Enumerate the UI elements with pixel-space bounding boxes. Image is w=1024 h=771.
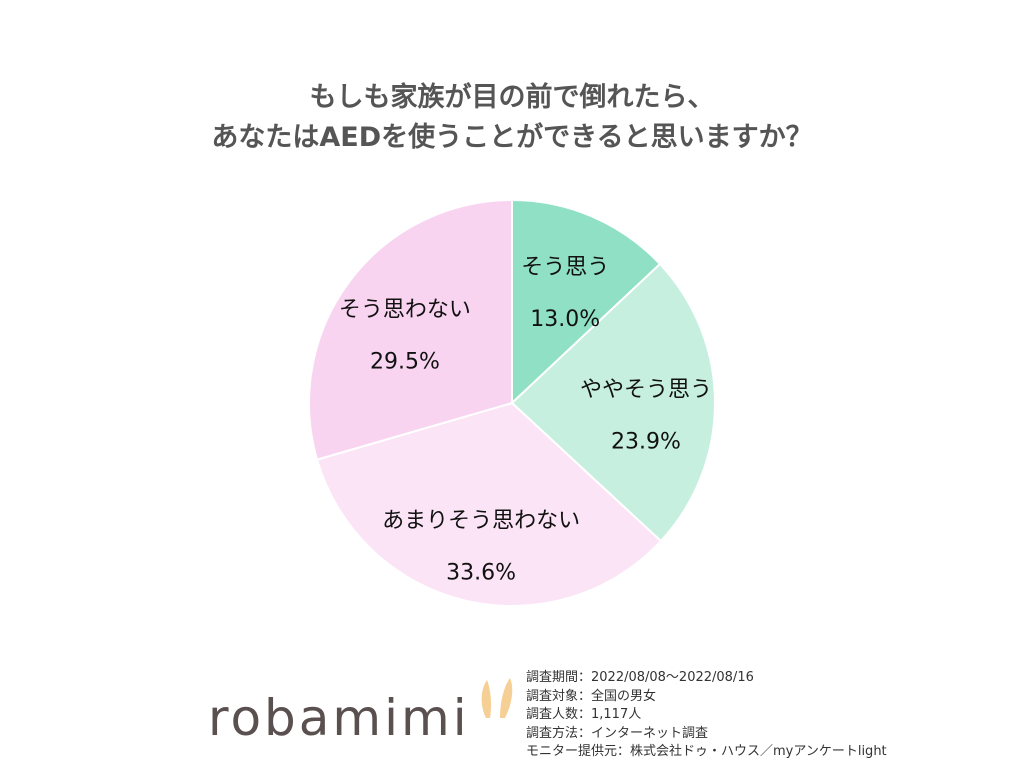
pie-slice-4 — [308, 198, 513, 461]
pie-slice-2 — [510, 262, 716, 543]
pie-slice-1 — [511, 198, 662, 406]
pie-slice-label-2: ややそう思う — [580, 378, 712, 403]
pie-slice-value-4: 29.5% — [370, 350, 440, 375]
pie-slice-label-3: あまりそう思わない — [382, 508, 580, 533]
pie-labels: そう思う 13.0% ややそう思う 23.9% あまりそう思わない 33.6% そう思わない… — [339, 255, 712, 585]
survey-provider: モニター提供元：株式会社ドゥ・ハウス／myアンケートlight — [526, 744, 887, 759]
survey-method: 調査方法：インターネット調査 — [526, 725, 709, 741]
pie-slice-label-1: そう思う — [521, 255, 609, 280]
survey-count: 調査人数：1,117人 — [526, 707, 642, 722]
chart-title-line-1: もしも家族が目の前で倒れたら、 — [309, 82, 715, 113]
pie-slices — [308, 198, 716, 607]
pie-slice-value-2: 23.9% — [611, 430, 681, 455]
chart-title-line-2: あなたはAEDを使うことができると思いますか？ — [211, 122, 813, 153]
survey-period: 調査期間：2022/08/08～2022/08/16 — [526, 670, 754, 685]
survey-info: 調査期間：2022/08/08～2022/08/16 調査対象：全国の男女 調査… — [526, 669, 887, 762]
robamimi-logo: robamimi — [208, 689, 470, 747]
pie-slice-label-4: そう思わない — [339, 298, 471, 323]
chart-title: もしも家族が目の前で倒れたら、 あなたはAEDを使うことができると思いますか？ — [0, 78, 1024, 158]
pie-slice-3 — [315, 401, 663, 607]
pie-slice-value-1: 13.0% — [530, 307, 600, 332]
survey-target: 調査対象：全国の男女 — [526, 688, 657, 704]
rabbit-ears-icon — [481, 678, 513, 718]
pie-slice-value-3: 33.6% — [446, 560, 516, 585]
